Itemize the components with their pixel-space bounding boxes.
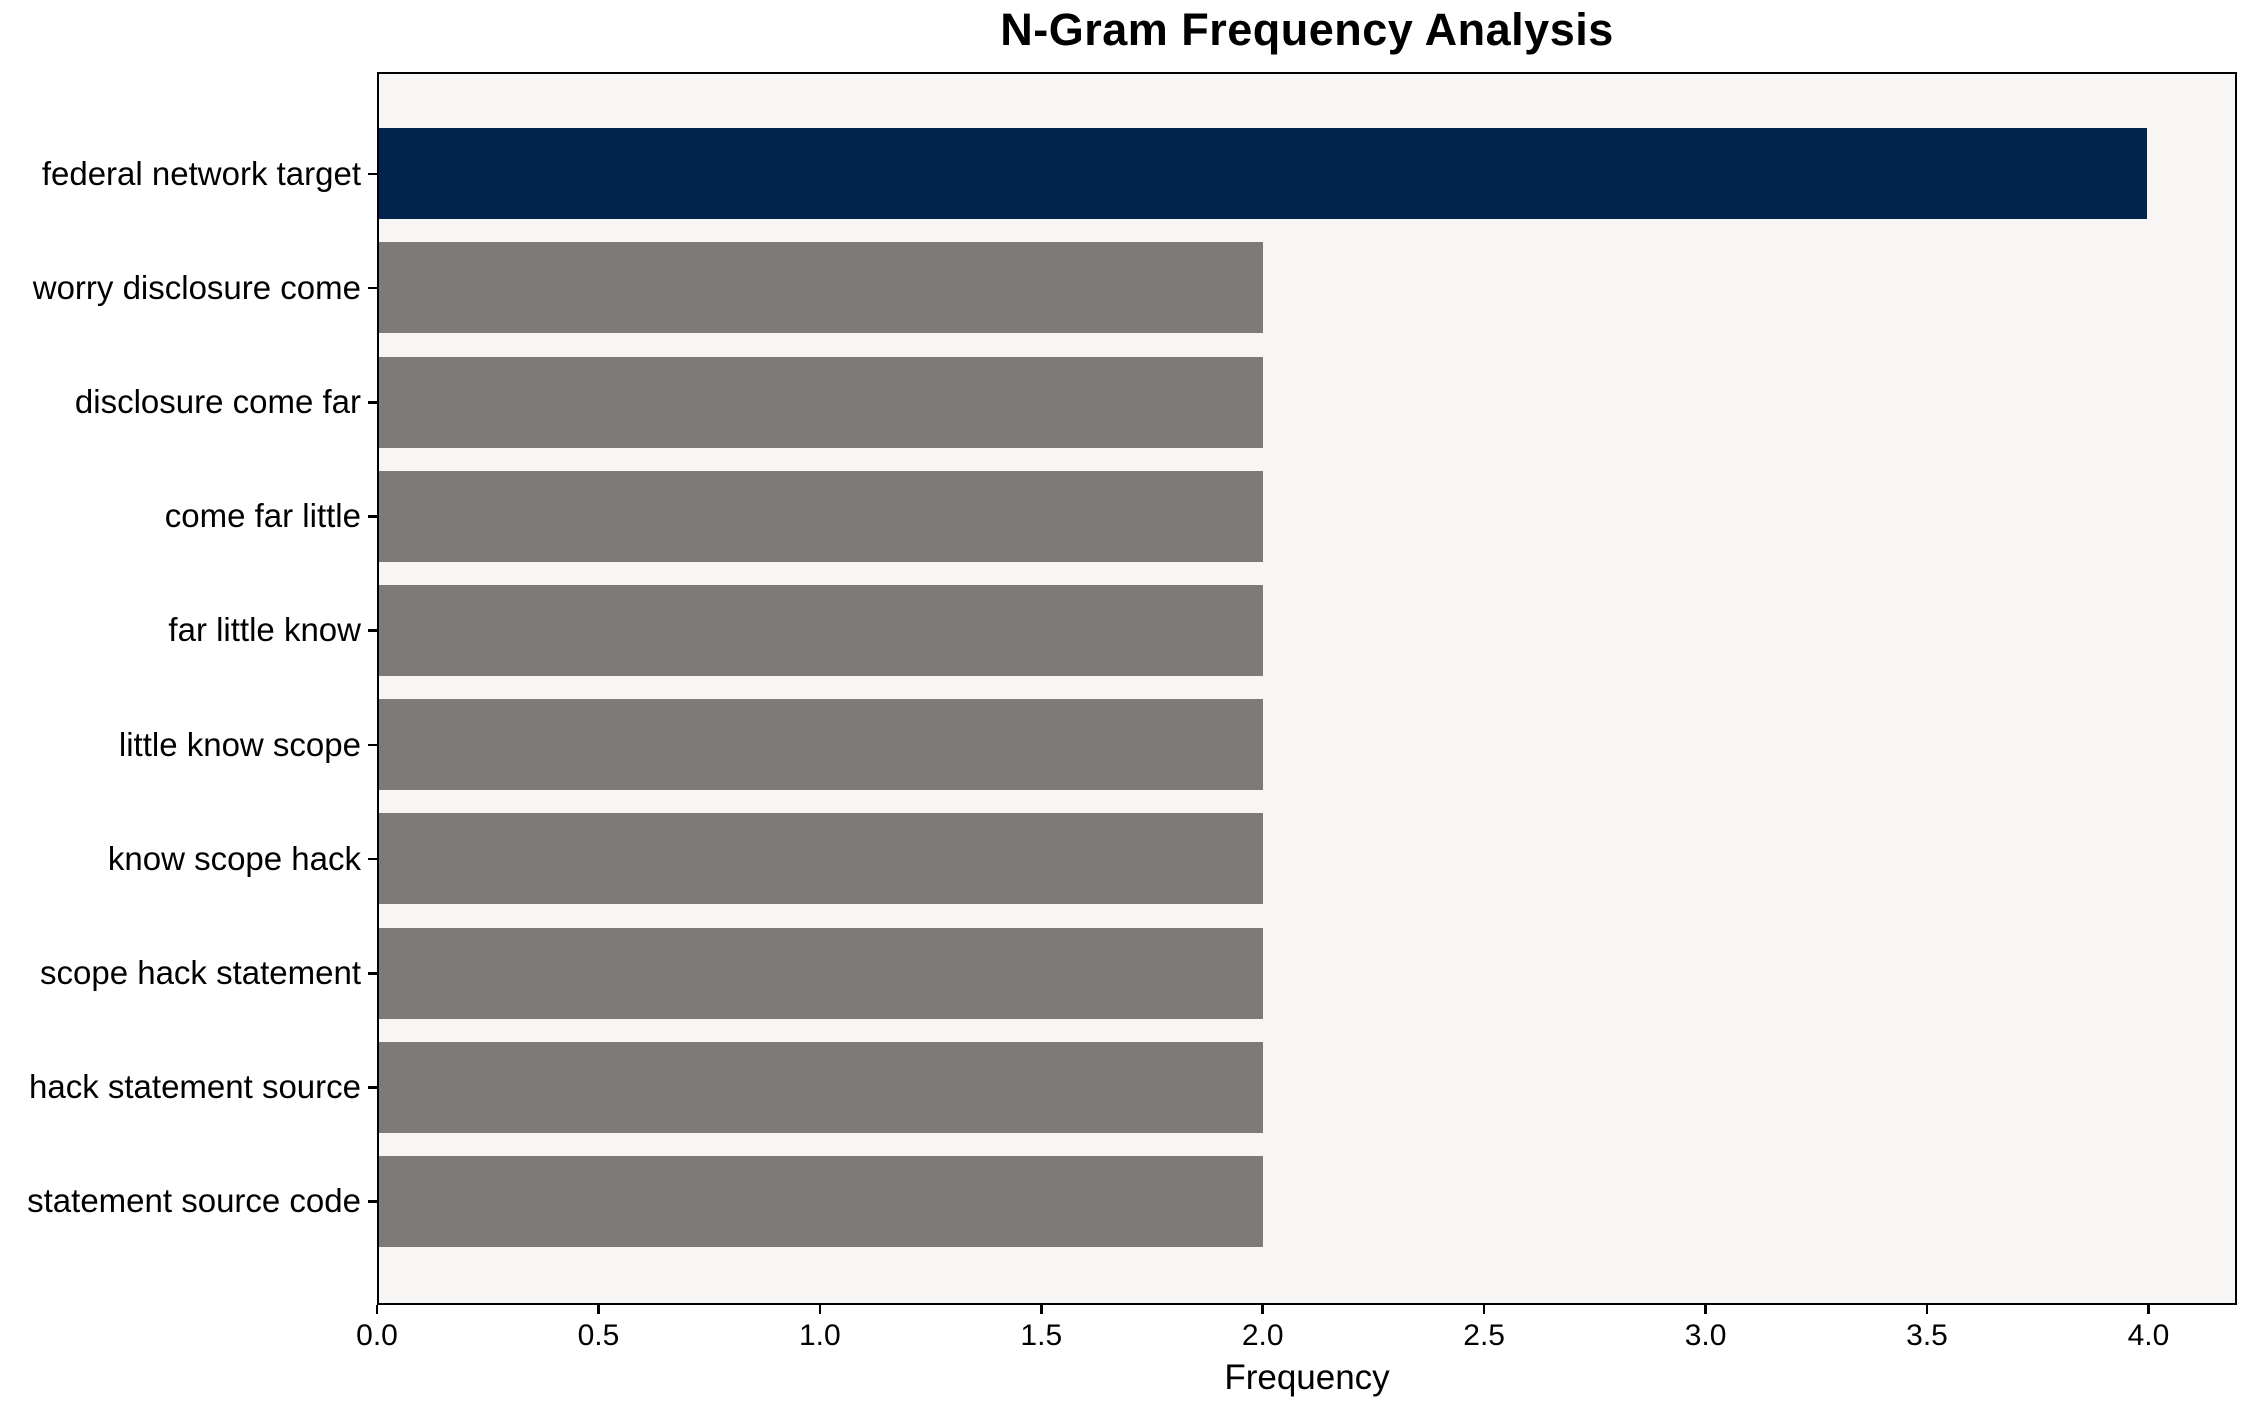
y-axis-category-label: far little know bbox=[168, 611, 361, 649]
bar bbox=[379, 470, 1263, 562]
x-tick-mark bbox=[1261, 1305, 1264, 1314]
x-tick-label: 1.5 bbox=[1020, 1319, 1063, 1352]
chart-title: N-Gram Frequency Analysis bbox=[1000, 4, 1614, 55]
bar bbox=[379, 242, 1263, 334]
x-tick-mark bbox=[597, 1305, 600, 1314]
y-axis-category-label: federal network target bbox=[41, 154, 361, 192]
x-tick-mark bbox=[1704, 1305, 1707, 1314]
y-tick-mark bbox=[368, 286, 377, 290]
x-axis-label: Frequency bbox=[1224, 1358, 1390, 1397]
y-axis-category-label: worry disclosure come bbox=[32, 268, 361, 306]
x-tick-label: 0.5 bbox=[577, 1319, 620, 1352]
y-axis-category-label: scope hack statement bbox=[39, 954, 361, 991]
y-axis: federal network target worry disclosure c… bbox=[0, 72, 377, 1305]
bar bbox=[379, 584, 1263, 676]
y-tick-mark bbox=[368, 1086, 377, 1089]
bar bbox=[379, 356, 1263, 448]
x-tick-label: 1.0 bbox=[798, 1319, 841, 1352]
bar bbox=[379, 1041, 1263, 1133]
x-tick-mark bbox=[818, 1305, 822, 1314]
y-axis-category-label: know scope hack bbox=[107, 839, 361, 877]
y-tick-mark bbox=[368, 972, 377, 975]
x-tick-label: 3.0 bbox=[1684, 1319, 1727, 1352]
y-axis-category-label: little know scope bbox=[118, 725, 361, 763]
y-tick-mark bbox=[368, 172, 377, 176]
x-tick-label: 0.0 bbox=[356, 1319, 398, 1352]
x-tick-mark bbox=[375, 1305, 379, 1314]
x-tick-mark bbox=[1040, 1305, 1043, 1314]
y-axis-category-label: disclosure come far bbox=[74, 383, 361, 420]
bar bbox=[379, 927, 1263, 1019]
y-tick-mark bbox=[368, 401, 377, 404]
x-tick-label: 2.0 bbox=[1241, 1319, 1284, 1352]
y-tick-mark bbox=[368, 629, 377, 632]
bar bbox=[379, 128, 2147, 220]
y-axis-category-label: statement source code bbox=[27, 1182, 361, 1220]
y-axis-category-label: hack statement source bbox=[29, 1068, 361, 1106]
x-tick-label: 2.5 bbox=[1463, 1319, 1505, 1352]
x-tick-mark bbox=[2147, 1305, 2150, 1314]
y-tick-mark bbox=[368, 1200, 377, 1203]
x-tick-label: 3.5 bbox=[1906, 1319, 1948, 1352]
bar bbox=[379, 813, 1263, 905]
x-tick-mark bbox=[1925, 1305, 1929, 1314]
plot-area bbox=[377, 72, 2237, 1305]
bar bbox=[379, 1155, 1263, 1247]
y-tick-mark bbox=[368, 743, 377, 747]
bar bbox=[379, 699, 1263, 791]
x-axis: 0.0 0.5 1.0 1.5 2.0 2.5 3.0 3.5 4.0 bbox=[356, 1305, 2237, 1365]
y-tick-mark bbox=[368, 515, 377, 518]
y-tick-mark bbox=[368, 857, 377, 861]
x-tick-mark bbox=[1482, 1305, 1486, 1314]
x-tick-label: 4.0 bbox=[2127, 1319, 2170, 1352]
y-axis-category-label: come far little bbox=[164, 497, 361, 535]
